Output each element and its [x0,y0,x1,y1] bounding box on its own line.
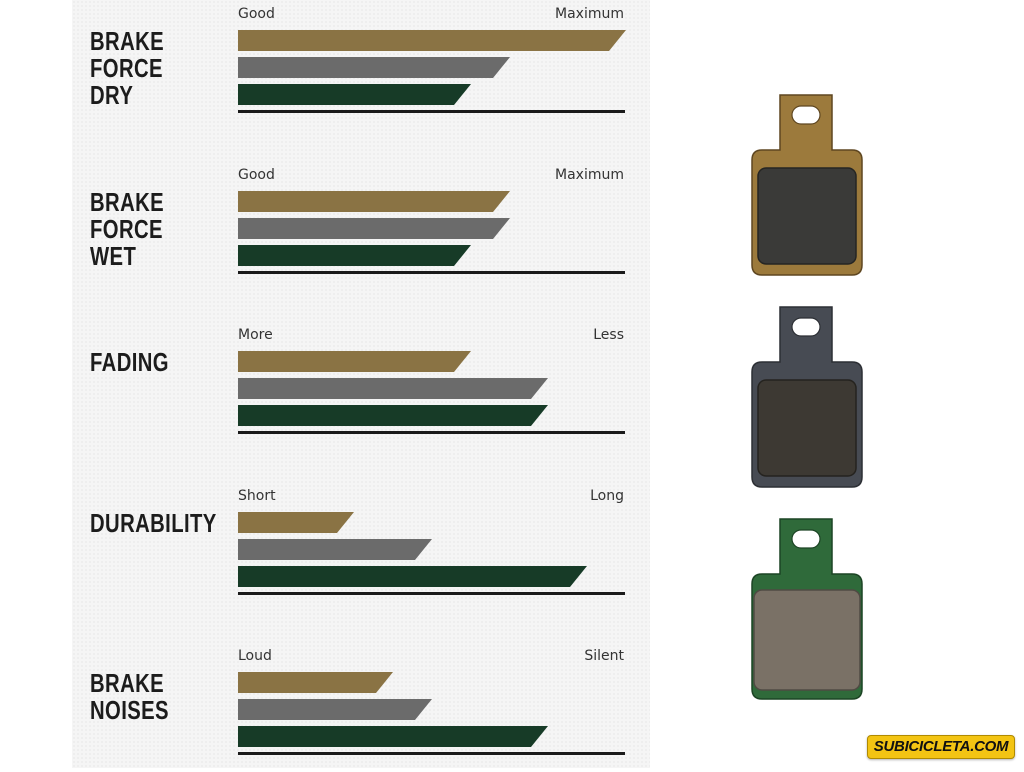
scale-high-label: Silent [584,648,624,664]
bar-green [238,84,471,105]
bar-gray [238,378,548,399]
comparison-panel: BRAKE FORCE DRY Good Maximum BRAKE FORCE… [72,0,650,768]
bar-green [238,566,587,587]
scale-high-label: Maximum [555,167,624,183]
brake-pad-green-icon [751,518,863,700]
metric-title: BRAKE FORCE DRY [90,28,207,109]
baseline [238,431,625,434]
metric-title: BRAKE NOISES [90,670,207,724]
metric-title-line: DURABILITY [90,508,217,538]
metric-brake-force-wet: BRAKE FORCE WET Good Maximum [72,161,650,291]
metric-title-line: FADING [90,347,169,377]
metric-fading: FADING More Less [72,321,650,451]
metric-title: BRAKE FORCE WET [90,189,207,270]
baseline [238,271,625,274]
metric-brake-noises: BRAKE NOISES Loud Silent [72,642,650,772]
metric-title: FADING [90,349,207,376]
bar-bronze [238,30,626,51]
bar-group [238,642,628,762]
metric-title-line: BRAKE FORCE [90,187,165,244]
bar-group [238,0,628,120]
bar-bronze [238,672,393,693]
baseline [238,752,625,755]
scale-high-label: Less [593,327,624,343]
metric-title-line: BRAKE FORCE [90,26,165,83]
scale-low-label: More [238,327,273,343]
metric-durability: DURABILITY Short Long [72,482,650,612]
bar-bronze [238,512,354,533]
metric-title-line: DRY [90,80,134,110]
bar-green [238,405,548,426]
scale-low-label: Loud [238,648,272,664]
bar-group [238,482,628,602]
bar-group [238,161,628,281]
scale-low-label: Good [238,167,275,183]
metric-title-line: WET [90,241,137,271]
bar-group [238,321,628,441]
bar-gray [238,57,510,78]
bar-gray [238,539,432,560]
bar-bronze [238,351,471,372]
brake-pad-gray-icon [751,306,863,488]
scale-low-label: Good [238,6,275,22]
metric-title-line: BRAKE [90,668,165,698]
brake-pad-bronze-icon [751,94,863,276]
baseline [238,110,625,113]
bar-gray [238,218,510,239]
scale-low-label: Short [238,488,276,504]
metric-brake-force-dry: BRAKE FORCE DRY Good Maximum [72,0,650,130]
bar-bronze [238,191,510,212]
scale-high-label: Maximum [555,6,624,22]
scale-high-label: Long [590,488,624,504]
bar-green [238,245,471,266]
bar-gray [238,699,432,720]
metric-title: DURABILITY [90,508,217,538]
bar-green [238,726,548,747]
baseline [238,592,625,595]
site-watermark: SUBICICLETA.COM [867,735,1015,759]
metric-title-line: NOISES [90,695,169,725]
